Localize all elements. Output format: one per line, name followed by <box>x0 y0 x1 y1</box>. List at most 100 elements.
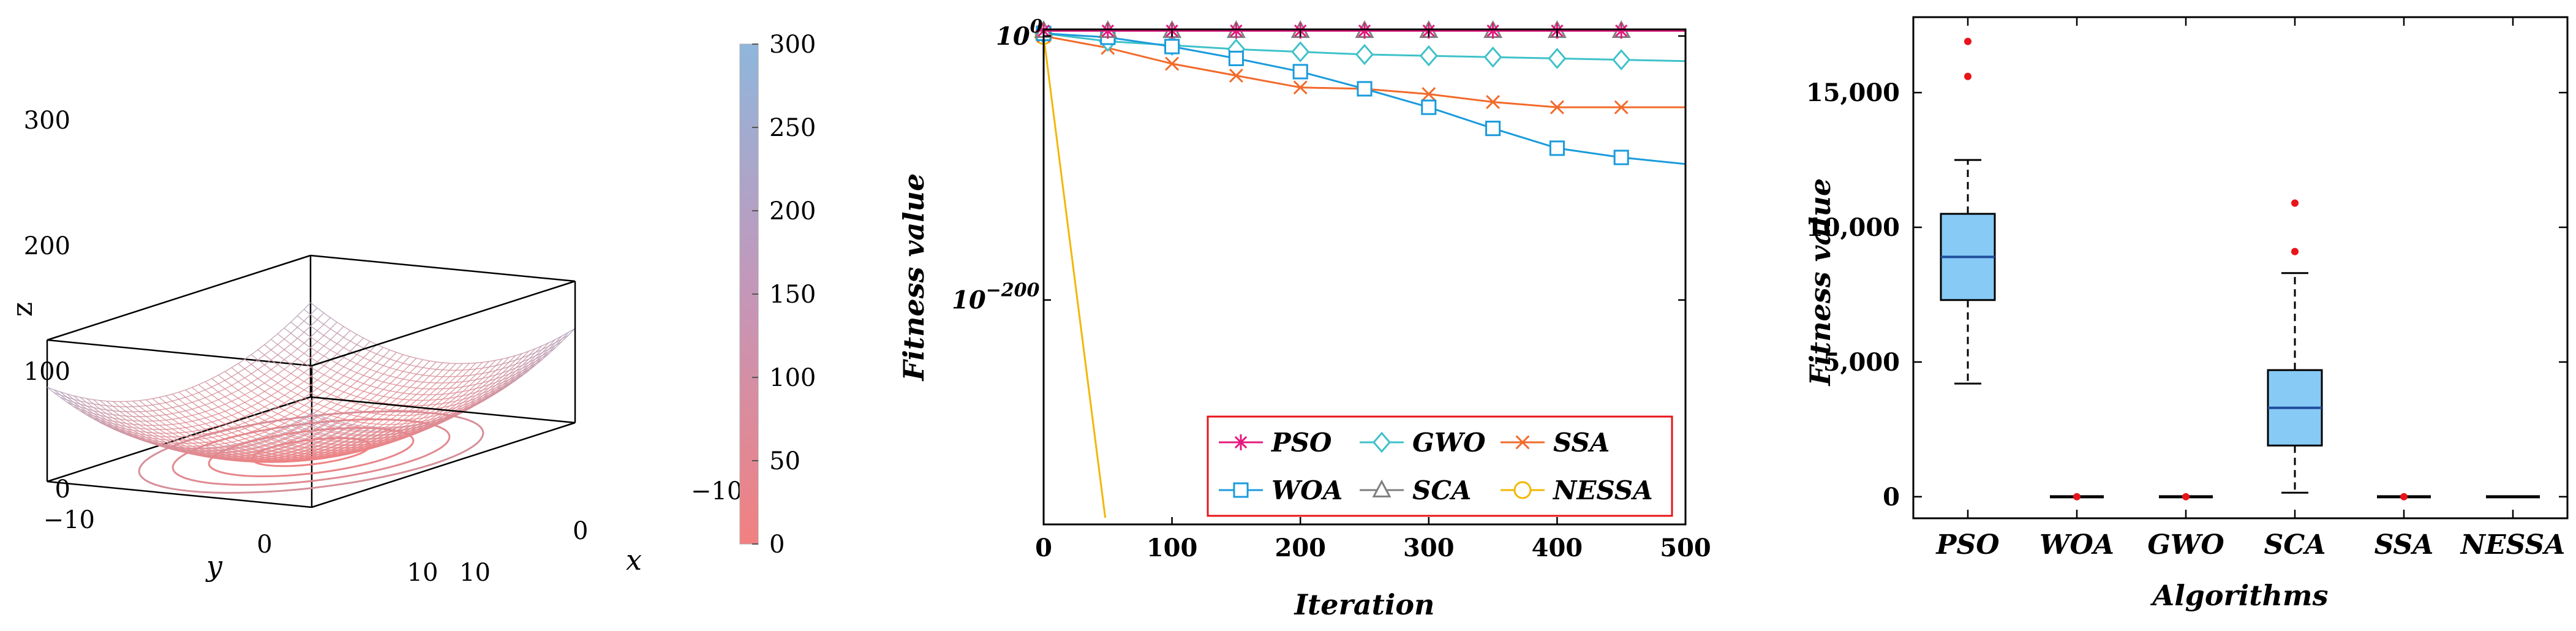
mesh-line <box>250 359 258 365</box>
mesh-line <box>416 399 424 406</box>
mesh-line <box>100 421 107 425</box>
legend-label: PSO <box>1271 428 1332 458</box>
mesh-line <box>370 412 377 415</box>
mesh-line <box>185 426 192 428</box>
mesh-line <box>198 411 206 414</box>
mesh-line <box>344 452 352 455</box>
mesh-line <box>541 342 549 350</box>
mesh-line <box>218 399 225 405</box>
mesh-line <box>80 410 88 414</box>
mesh-line <box>383 415 391 420</box>
mesh-line <box>232 421 239 426</box>
convergence-plot-frame <box>1042 28 1687 526</box>
mesh-line <box>350 408 358 411</box>
mesh-line <box>271 391 278 396</box>
mesh-line <box>397 437 404 441</box>
mesh-line <box>343 330 351 338</box>
mesh-line <box>489 374 496 382</box>
mesh-line <box>153 443 160 446</box>
mesh-line <box>192 402 199 408</box>
mesh-line <box>73 398 80 402</box>
mesh-line <box>257 354 265 360</box>
mesh-line <box>344 429 352 434</box>
mesh-line <box>350 437 358 442</box>
mesh-line <box>495 384 503 390</box>
mesh-line <box>219 458 226 459</box>
mesh-line <box>383 383 391 390</box>
mesh-line <box>278 437 285 441</box>
box-ssa <box>2377 493 2431 501</box>
mesh-line <box>205 394 213 398</box>
mesh-line <box>100 417 107 420</box>
mesh-line <box>331 421 339 426</box>
mesh-line <box>323 365 331 370</box>
mesh-line <box>317 450 325 453</box>
mesh-line <box>350 334 358 342</box>
x-tick-neg10: −10 <box>691 477 742 505</box>
mesh-line <box>93 410 100 413</box>
mesh-line <box>271 382 278 388</box>
mesh-line <box>185 402 192 405</box>
mesh-line <box>132 427 140 432</box>
mesh-line <box>113 406 120 412</box>
mesh-line <box>185 389 192 396</box>
mesh-line <box>153 432 160 434</box>
mesh-line <box>238 409 246 414</box>
mesh-line <box>225 429 232 434</box>
mesh-line <box>225 396 232 402</box>
mesh-line <box>225 404 232 409</box>
mesh-line <box>476 386 483 389</box>
mesh-line <box>291 453 298 456</box>
mesh-line <box>297 342 304 350</box>
mesh-line <box>244 419 252 423</box>
mesh-line <box>146 439 153 441</box>
mesh-line <box>132 406 140 412</box>
mesh-line <box>238 428 246 431</box>
mesh-line <box>271 460 279 463</box>
mesh-line <box>265 456 272 459</box>
mesh-line <box>324 450 331 453</box>
mesh-line <box>238 372 246 379</box>
mesh-line <box>383 349 391 357</box>
mesh-line <box>436 376 443 377</box>
mesh-line <box>350 386 358 390</box>
mesh-line <box>185 397 193 403</box>
mesh-line <box>185 436 193 440</box>
mesh-line <box>331 440 339 444</box>
mesh-line <box>330 437 338 442</box>
mesh-line <box>119 430 127 433</box>
mesh-line <box>290 358 298 365</box>
mesh-line <box>178 391 186 398</box>
mesh-line <box>219 445 226 448</box>
mesh-line <box>277 378 285 384</box>
mesh-line <box>456 369 463 377</box>
mesh-line <box>357 439 364 444</box>
mesh-line <box>100 419 107 423</box>
mesh-line <box>336 357 344 364</box>
mesh-line <box>356 375 364 382</box>
mesh-line <box>390 352 397 360</box>
mesh-line <box>198 381 206 385</box>
mesh-line <box>172 433 179 437</box>
mesh-line <box>232 447 239 449</box>
mesh-line <box>344 418 351 421</box>
mesh-line <box>403 387 410 394</box>
mesh-line <box>278 432 286 436</box>
mesh-line <box>205 427 213 430</box>
mesh-line <box>336 326 344 334</box>
mesh-line <box>370 445 378 449</box>
mesh-line <box>244 425 252 429</box>
mesh-line <box>317 413 325 418</box>
mesh-line <box>218 410 225 414</box>
mesh-line <box>297 353 304 360</box>
mesh-line <box>304 400 311 406</box>
mesh-line <box>126 415 133 417</box>
mesh-line <box>304 437 312 441</box>
mesh-line <box>515 374 523 380</box>
mesh-line <box>304 425 312 429</box>
mesh-line <box>469 403 476 409</box>
mesh-line <box>323 328 331 336</box>
mesh-line <box>443 393 450 395</box>
mesh-line <box>383 390 391 397</box>
mesh-line <box>225 445 233 449</box>
